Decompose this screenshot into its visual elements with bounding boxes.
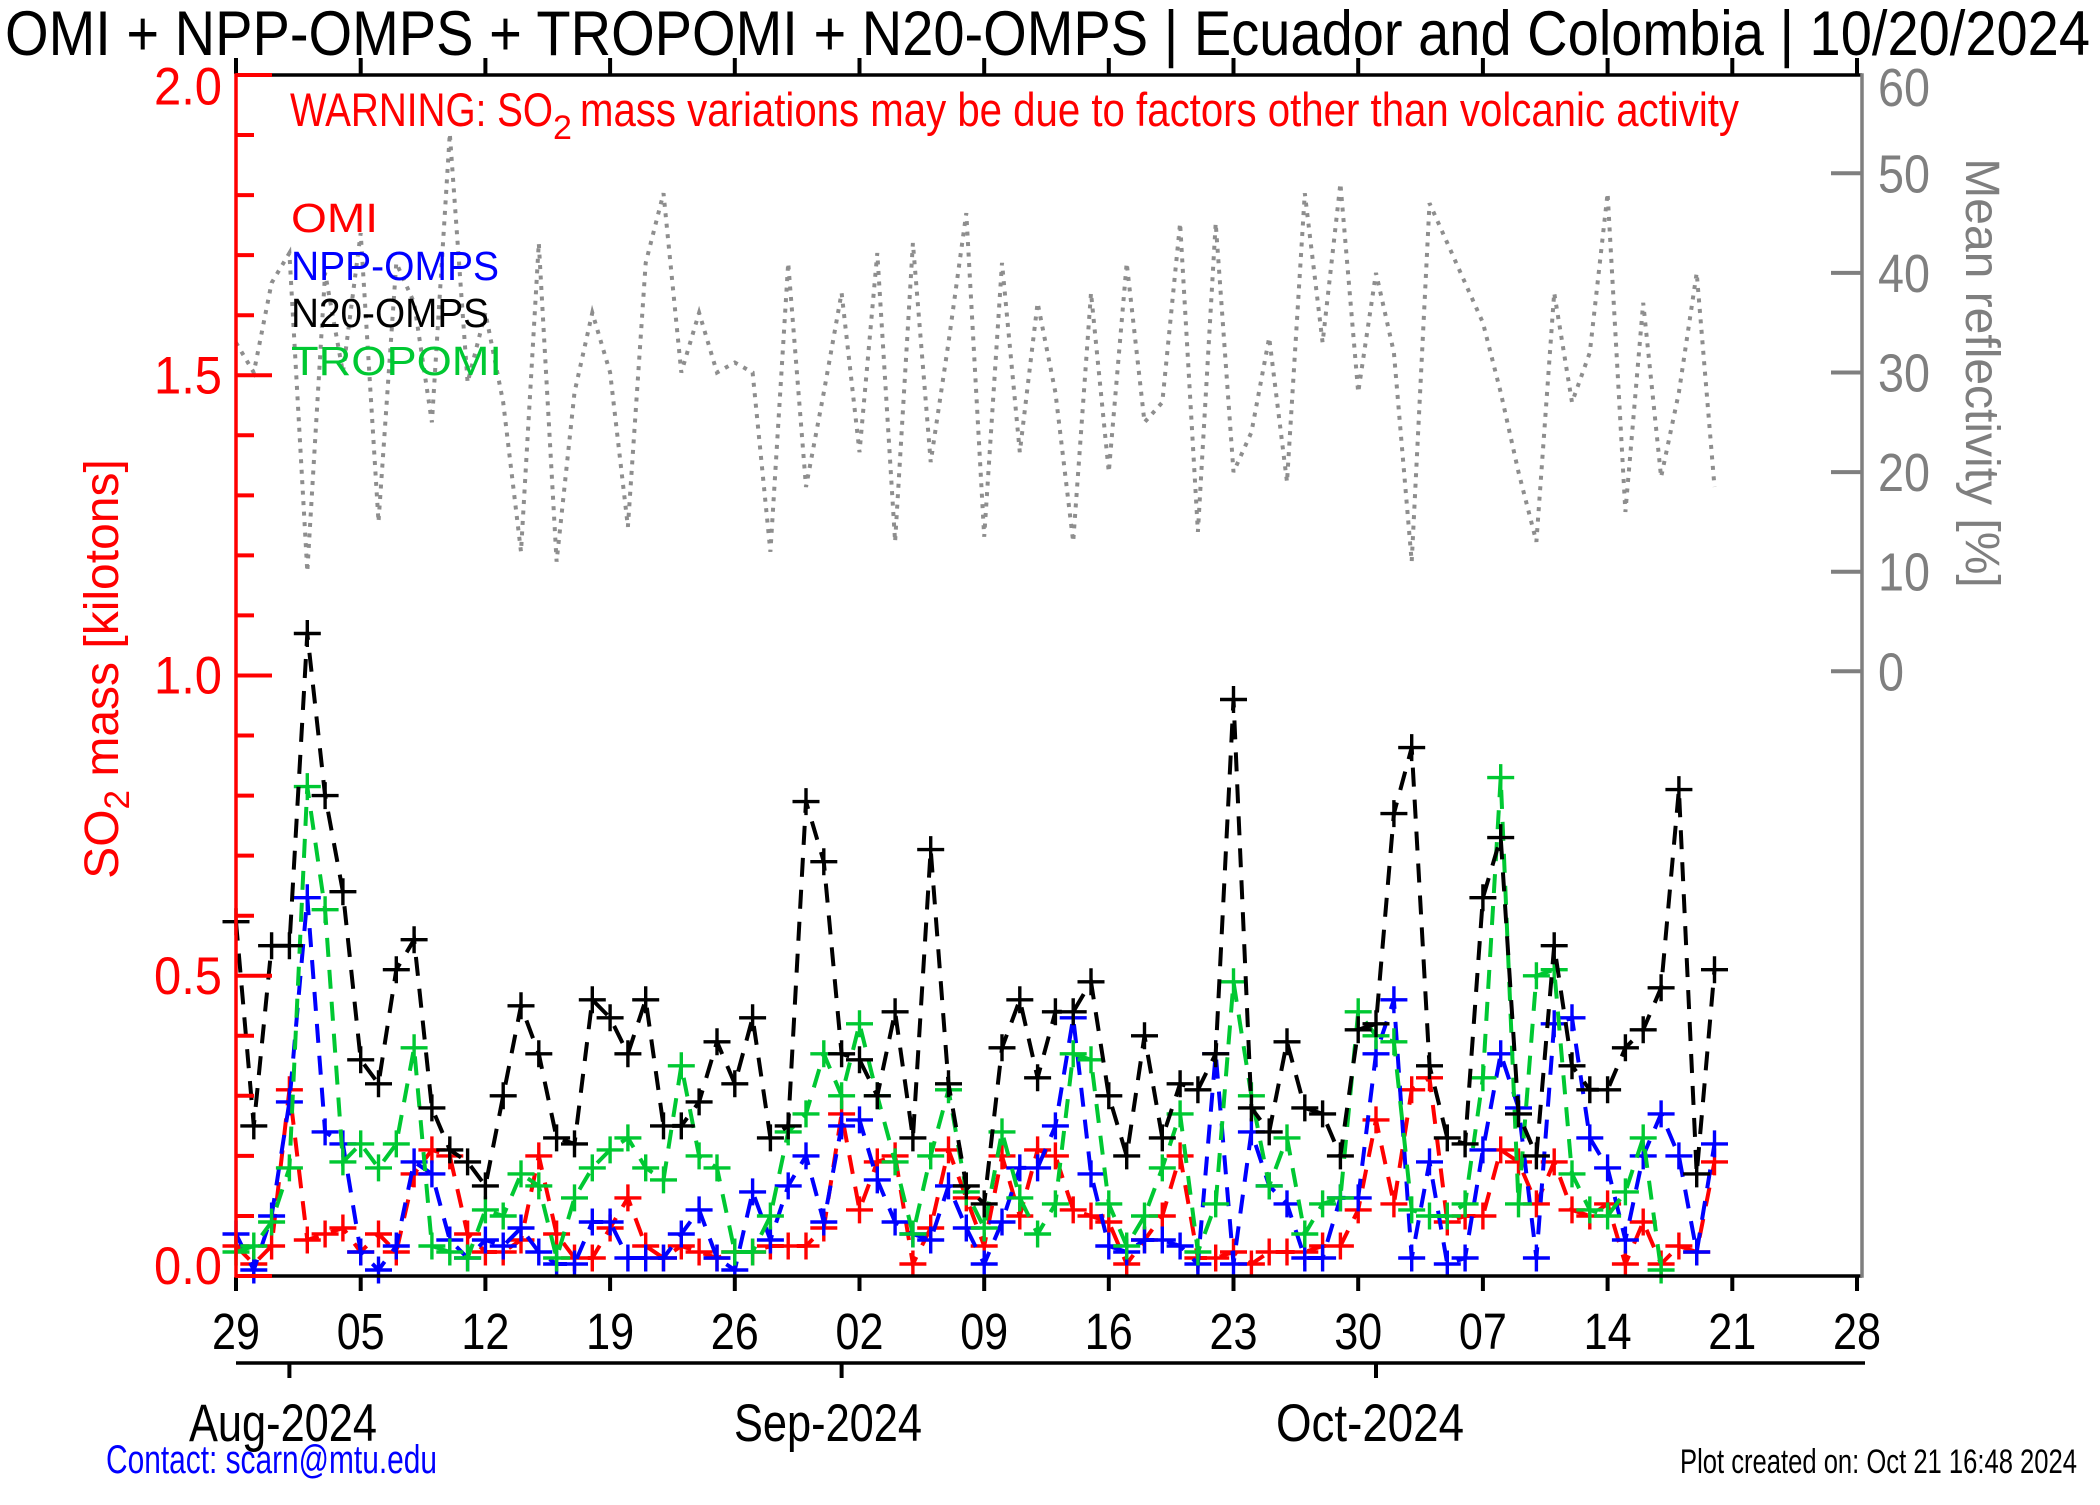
svg-text:02: 02 [836, 1303, 884, 1360]
svg-text:40: 40 [1878, 244, 1930, 304]
svg-text:07: 07 [1459, 1303, 1507, 1360]
svg-text:0.0: 0.0 [154, 1237, 222, 1296]
svg-text:29: 29 [212, 1303, 260, 1360]
svg-text:14: 14 [1584, 1303, 1632, 1360]
svg-text:NPP-OMPS: NPP-OMPS [291, 243, 499, 289]
svg-text:mass variations may be due to: mass variations may be due to factors ot… [580, 83, 1739, 136]
svg-text:21: 21 [1708, 1303, 1756, 1360]
svg-text:30: 30 [1878, 344, 1930, 404]
svg-text:OMI: OMI [291, 195, 378, 241]
svg-text:26: 26 [711, 1303, 759, 1360]
svg-text:10: 10 [1878, 543, 1930, 603]
svg-text:23: 23 [1210, 1303, 1258, 1360]
svg-text:1.0: 1.0 [154, 647, 222, 706]
svg-text:20: 20 [1878, 443, 1930, 503]
svg-text:0.5: 0.5 [154, 947, 222, 1006]
svg-text:09: 09 [960, 1303, 1008, 1360]
svg-text:05: 05 [337, 1303, 385, 1360]
svg-text:28: 28 [1833, 1303, 1881, 1360]
svg-text:Plot created on: Oct 21 16:48: Plot created on: Oct 21 16:48 2024 [1680, 1443, 2077, 1481]
svg-text:1.5: 1.5 [154, 346, 222, 405]
svg-text:TROPOMI: TROPOMI [291, 338, 502, 384]
svg-text:Sep-2024: Sep-2024 [734, 1394, 922, 1453]
svg-text:2.0: 2.0 [154, 57, 222, 116]
svg-text:2: 2 [553, 109, 572, 147]
svg-text:0: 0 [1878, 642, 1904, 702]
svg-text:12: 12 [461, 1303, 509, 1360]
svg-text:N20-OMPS: N20-OMPS [291, 290, 489, 336]
svg-text:Oct-2024: Oct-2024 [1276, 1394, 1464, 1453]
svg-text:OMI + NPP-OMPS + TROPOMI + N20: OMI + NPP-OMPS + TROPOMI + N20-OMPS | Ec… [5, 0, 2090, 69]
svg-text:Aug-2024: Aug-2024 [189, 1394, 377, 1453]
svg-text:Mean reflectivity [%]: Mean reflectivity [%] [1955, 158, 2008, 587]
svg-text:60: 60 [1878, 58, 1930, 118]
svg-text:WARNING: SO: WARNING: SO [290, 83, 553, 136]
svg-text:16: 16 [1085, 1303, 1133, 1360]
svg-text:SO2 mass [kilotons]: SO2 mass [kilotons] [76, 459, 137, 879]
svg-text:30: 30 [1334, 1303, 1382, 1360]
svg-text:50: 50 [1878, 144, 1930, 204]
svg-text:Contact: scarn@mtu.edu: Contact: scarn@mtu.edu [106, 1438, 437, 1482]
svg-text:19: 19 [586, 1303, 634, 1360]
